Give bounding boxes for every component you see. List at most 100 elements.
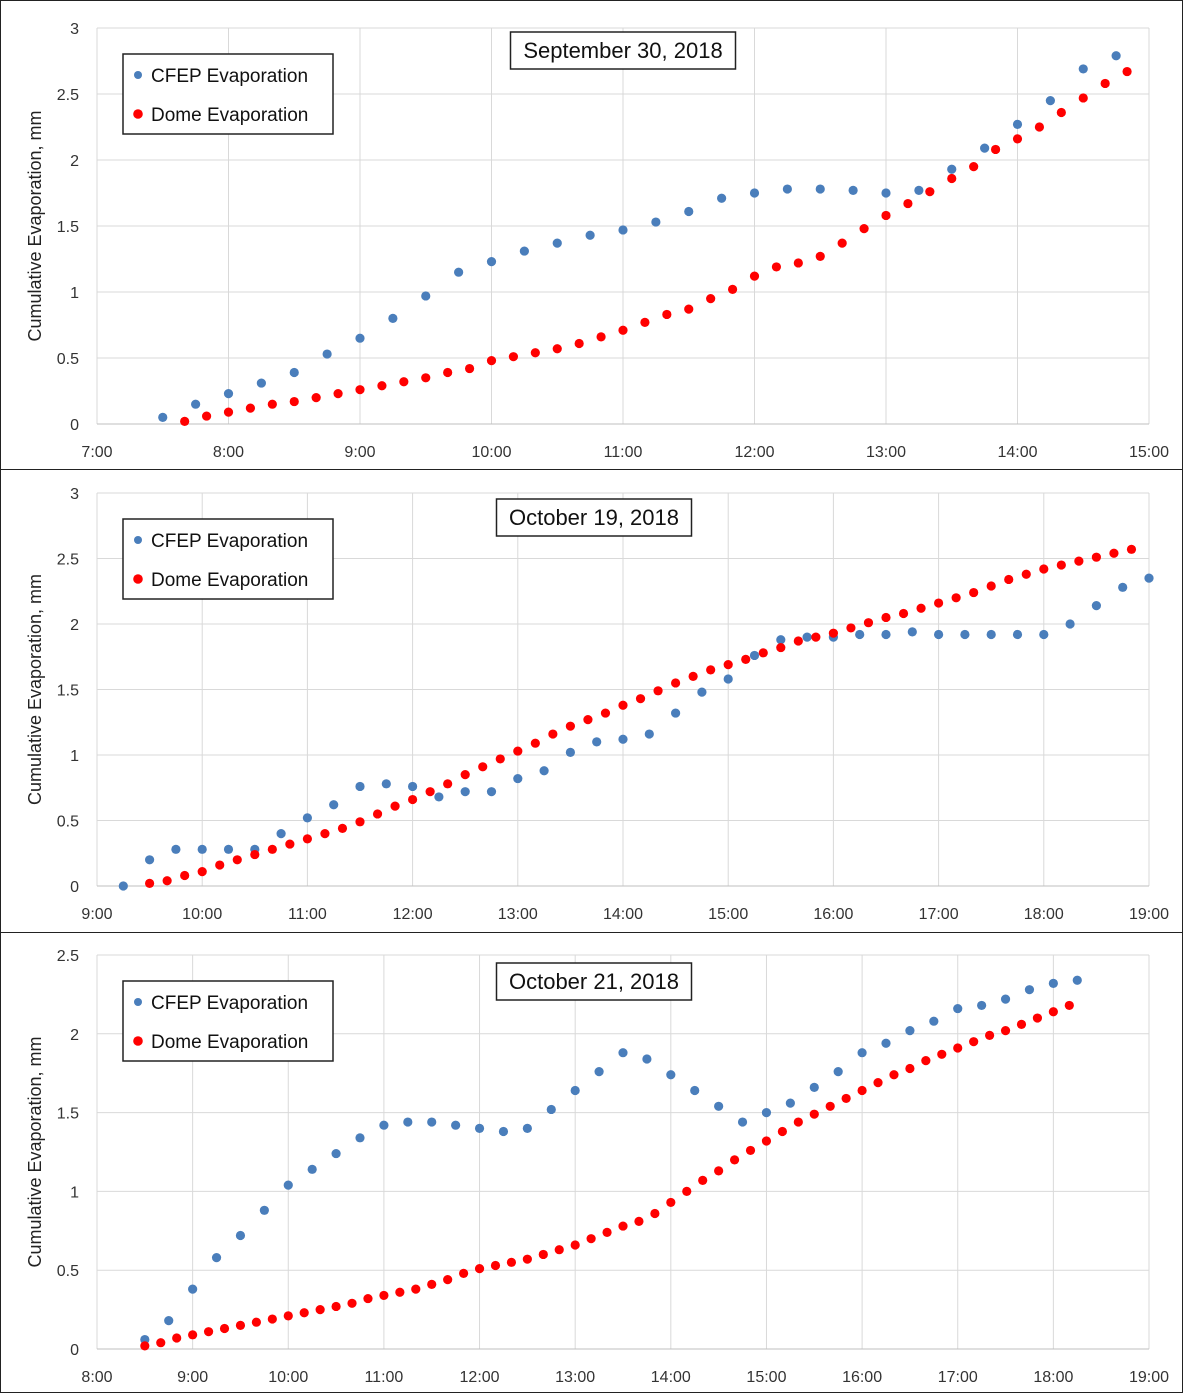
- y-tick-label: 1.5: [57, 1106, 79, 1123]
- cfep-data-point: [929, 1016, 939, 1026]
- cfep-data-point: [1072, 975, 1082, 985]
- y-tick-label: 1: [70, 748, 79, 765]
- cfep-data-point: [809, 1082, 819, 1092]
- dome-data-point: [411, 1284, 421, 1294]
- dome-data-point: [841, 1093, 851, 1104]
- dome-data-point: [793, 636, 803, 646]
- cfep-data-point: [1118, 582, 1128, 592]
- x-tick-label: 17:00: [938, 1369, 978, 1386]
- legend-label: CFEP Evaporation: [151, 993, 308, 1014]
- x-tick-label: 8:00: [81, 1369, 112, 1386]
- dome-data-point: [408, 794, 418, 805]
- dome-data-point: [219, 1323, 230, 1334]
- y-tick-label: 0.5: [57, 814, 79, 831]
- dome-data-point: [464, 363, 475, 374]
- cfep-data-point: [684, 206, 694, 217]
- x-tick-label: 9:00: [177, 1369, 208, 1386]
- cfep-data-point: [379, 1120, 389, 1130]
- cfep-data-point: [947, 164, 957, 174]
- cfep-data-point: [986, 629, 996, 640]
- dome-data-point: [302, 834, 312, 844]
- dome-data-point: [1100, 78, 1110, 89]
- dome-data-point: [333, 389, 343, 399]
- x-tick-label: 15:00: [708, 906, 748, 923]
- dome-data-point: [459, 1268, 469, 1278]
- cfep-data-point: [421, 291, 431, 301]
- cfep-data-point: [259, 1205, 269, 1215]
- dome-data-point: [363, 1293, 373, 1304]
- cfep-data-point: [570, 1085, 580, 1096]
- cfep-data-point: [802, 632, 812, 642]
- dome-data-point: [180, 416, 190, 426]
- dome-data-point: [552, 344, 562, 354]
- dome-data-point: [1078, 93, 1088, 103]
- x-tick-label: 11:00: [604, 444, 643, 461]
- dome-data-point: [299, 1308, 309, 1318]
- dome-data-point: [443, 1275, 453, 1285]
- cfep-data-point: [980, 143, 990, 153]
- dome-data-point: [727, 284, 738, 294]
- dome-data-point: [508, 352, 519, 362]
- legend: CFEP Evaporation Dome Evaporation: [122, 53, 334, 135]
- dome-data-point: [267, 1314, 277, 1324]
- cfep-data-point: [1024, 985, 1035, 995]
- cfep-data-point: [953, 1003, 963, 1014]
- dome-data-point: [443, 779, 453, 789]
- cfep-data-point: [519, 246, 529, 256]
- dome-data-point: [235, 1320, 246, 1330]
- dome-data-point: [251, 1317, 261, 1327]
- dome-data-point: [1109, 548, 1119, 558]
- dome-data-point: [513, 746, 523, 756]
- x-tick-label: 17:00: [919, 906, 959, 923]
- dome-data-point: [1034, 122, 1045, 132]
- chart-title-box: [509, 31, 737, 70]
- cfep-data-point: [546, 1104, 556, 1115]
- legend-label: Dome Evaporation: [151, 1032, 308, 1053]
- cfep-data-point: [223, 844, 234, 854]
- dome-data-point: [682, 1186, 692, 1196]
- dome-data-point: [162, 876, 172, 886]
- dome-data-point: [399, 377, 409, 387]
- x-tick-label: 14:00: [997, 444, 1037, 461]
- dome-data-point: [986, 581, 996, 591]
- cfep-data-point: [776, 635, 786, 645]
- cfep-data-point: [329, 800, 339, 810]
- dome-data-point: [355, 385, 365, 395]
- dome-data-point: [548, 729, 558, 739]
- dome-data-point: [250, 849, 260, 860]
- dome-data-point: [215, 860, 225, 870]
- cfep-data-point: [749, 188, 760, 198]
- cfep-data-point: [1000, 994, 1011, 1004]
- dome-data-point: [1012, 134, 1023, 144]
- dome-data-point: [723, 660, 733, 670]
- x-tick-label: 15:00: [1129, 444, 1169, 461]
- dome-data-point: [825, 1101, 835, 1111]
- cfep-data-point: [565, 747, 576, 757]
- cfep-data-point: [454, 267, 464, 277]
- x-tick-label: 15:00: [746, 1369, 786, 1386]
- cfep-data-point: [145, 855, 155, 865]
- cfep-data-point: [697, 687, 707, 697]
- cfep-data-point: [408, 781, 418, 792]
- x-tick-label: 9:00: [81, 906, 112, 923]
- chart-svg: 9:00 10:00 11:00 12:00 13:00 14:00 15:00 16:00 1…: [25, 486, 1169, 923]
- dome-data-point: [749, 271, 760, 281]
- dome-data-point: [583, 715, 593, 725]
- dome-data-point: [666, 1197, 676, 1208]
- cfep-data-point: [857, 1048, 867, 1058]
- cfep-data-point: [642, 1054, 652, 1064]
- y-tick-label: 0.5: [57, 351, 79, 368]
- legend-marker: [134, 536, 142, 544]
- dome-data-point: [379, 1290, 389, 1301]
- legend-marker: [133, 1036, 143, 1046]
- dome-data-point: [188, 1330, 198, 1340]
- dome-data-point: [815, 251, 825, 261]
- dome-data-point: [478, 762, 488, 772]
- cfep-data-point: [848, 185, 858, 195]
- dome-data-point: [490, 1260, 501, 1271]
- y-tick-label: 0: [70, 1342, 79, 1359]
- dome-data-point: [745, 1145, 756, 1156]
- dome-data-point: [916, 603, 926, 613]
- dome-data-point: [1021, 569, 1031, 579]
